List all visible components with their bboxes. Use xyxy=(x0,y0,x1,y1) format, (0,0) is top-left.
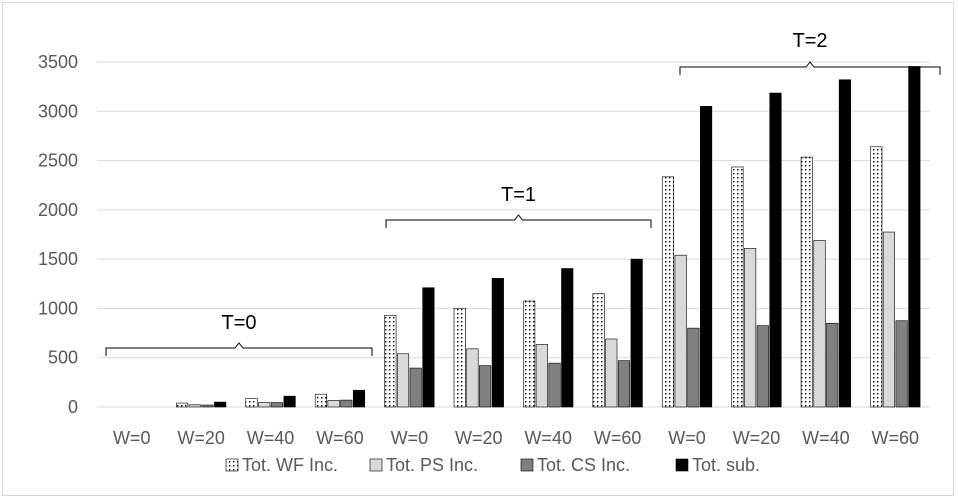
bar xyxy=(826,322,839,408)
y-tick-label: 2500 xyxy=(38,151,78,171)
bar xyxy=(661,176,675,408)
bar xyxy=(895,320,908,408)
bar xyxy=(340,399,353,408)
bar xyxy=(201,404,214,408)
bar xyxy=(838,79,851,408)
bar xyxy=(630,258,643,408)
gridlines xyxy=(97,61,930,408)
bar xyxy=(700,106,713,408)
bar xyxy=(561,268,574,408)
bar xyxy=(674,254,687,408)
bar xyxy=(176,402,189,408)
bar xyxy=(352,389,366,408)
bar xyxy=(270,402,283,408)
bar xyxy=(258,402,271,408)
bar xyxy=(453,308,466,408)
legend-swatch xyxy=(675,458,689,472)
legend-swatch xyxy=(520,458,534,472)
bar xyxy=(687,327,700,408)
bar xyxy=(605,338,618,408)
y-tick-label: 1000 xyxy=(38,298,78,318)
group-bracket xyxy=(679,61,941,75)
legend-label: Tot. sub. xyxy=(692,455,760,475)
bar xyxy=(523,300,536,408)
bar xyxy=(548,362,561,408)
bar xyxy=(283,395,296,408)
bar xyxy=(245,398,258,408)
y-tick-label: 0 xyxy=(68,397,78,417)
legend-swatch xyxy=(225,458,239,472)
bar xyxy=(384,315,397,408)
legend-label: Tot. PS Inc. xyxy=(386,455,478,475)
y-tick-label: 500 xyxy=(48,348,78,368)
x-tick-label: W=40 xyxy=(247,428,295,448)
legend-swatch xyxy=(369,458,383,472)
bar xyxy=(188,404,201,408)
legend: Tot. WF Inc. Tot. PS Inc. Tot. CS Inc. Tot.… xyxy=(225,455,760,475)
bar xyxy=(744,248,757,408)
bar xyxy=(756,325,769,408)
x-tick-label: W=60 xyxy=(316,428,364,448)
x-tick-label: W=60 xyxy=(594,428,642,448)
x-tick-label: W=0 xyxy=(668,428,706,448)
x-tick-label: W=40 xyxy=(802,428,850,448)
bar xyxy=(617,360,631,408)
bar xyxy=(731,166,744,408)
bar xyxy=(491,278,504,408)
bar xyxy=(327,399,340,408)
group-bracket xyxy=(385,214,652,228)
bar xyxy=(466,348,479,408)
bars xyxy=(176,66,921,408)
bar xyxy=(769,92,782,408)
x-tick-label: W=0 xyxy=(113,428,151,448)
group-label: T=0 xyxy=(221,312,256,334)
bar xyxy=(800,156,813,408)
y-tick-label: 3000 xyxy=(38,101,78,121)
y-tick-label: 2000 xyxy=(38,200,78,220)
x-tick-label: W=0 xyxy=(391,428,429,448)
bar xyxy=(813,240,826,408)
x-tick-label: W=40 xyxy=(524,428,572,448)
y-tick-label: 3500 xyxy=(38,52,78,72)
legend-label: Tot. CS Inc. xyxy=(537,455,630,475)
bar xyxy=(314,393,327,408)
x-tick-label: W=60 xyxy=(872,428,920,448)
bar xyxy=(479,365,492,408)
legend-label: Tot. WF Inc. xyxy=(242,455,338,475)
group-label: T=2 xyxy=(792,30,827,52)
bar xyxy=(592,293,605,408)
x-axis-tick-labels: W=0 W=20 W=40 W=60 W=0 W=20 W=40 W=60 W=0 W=20 W=4… xyxy=(113,428,919,448)
group-label: T=1 xyxy=(501,184,536,206)
group-bracket xyxy=(105,342,373,356)
bar xyxy=(870,146,883,408)
y-tick-label: 1500 xyxy=(38,249,78,269)
bar xyxy=(535,344,548,408)
bar xyxy=(882,231,895,408)
bar xyxy=(409,367,422,408)
bar xyxy=(422,287,435,408)
bar xyxy=(908,66,921,408)
y-axis-tick-labels: 0 500 1000 1500 2000 2500 3000 3500 xyxy=(38,52,78,417)
group-brackets: T=0 T=1 T=2 xyxy=(105,30,941,356)
x-tick-label: W=20 xyxy=(733,428,781,448)
bar xyxy=(214,401,227,408)
x-tick-label: W=20 xyxy=(455,428,503,448)
x-tick-label: W=20 xyxy=(177,428,225,448)
bar xyxy=(396,353,410,408)
